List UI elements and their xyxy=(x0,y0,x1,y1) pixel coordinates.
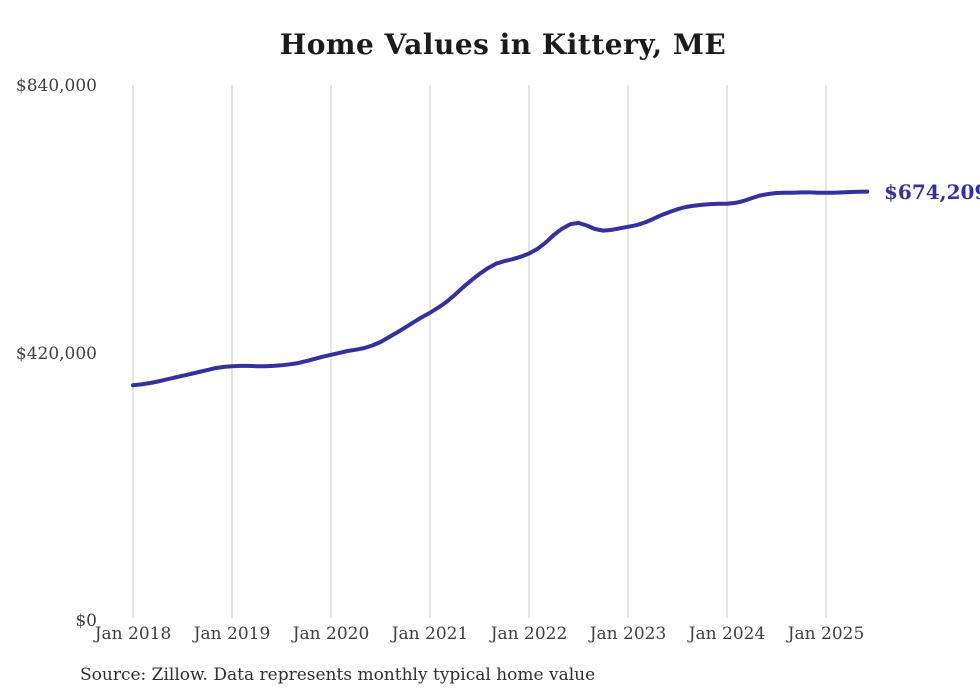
y-axis-label: $840,000 xyxy=(15,76,97,96)
x-axis-label: Jan 2020 xyxy=(292,624,370,644)
x-axis-label: Jan 2019 xyxy=(193,624,271,644)
x-axis-label: Jan 2024 xyxy=(688,624,766,644)
value-line xyxy=(131,189,870,388)
chart-title: Home Values in Kittery, ME xyxy=(279,28,727,61)
x-axis-label: Jan 2018 xyxy=(94,624,172,644)
x-axis-label: Jan 2025 xyxy=(787,624,865,644)
x-axis-label: Jan 2021 xyxy=(391,624,469,644)
source-note: Source: Zillow. Data represents monthly … xyxy=(80,665,596,685)
end-value-label: $674,209 xyxy=(884,179,980,204)
y-axis-label: $0 xyxy=(75,611,97,631)
y-axis-label: $420,000 xyxy=(15,343,97,364)
x-axis-label: Jan 2023 xyxy=(589,624,667,644)
x-axis-label: Jan 2022 xyxy=(490,624,568,644)
